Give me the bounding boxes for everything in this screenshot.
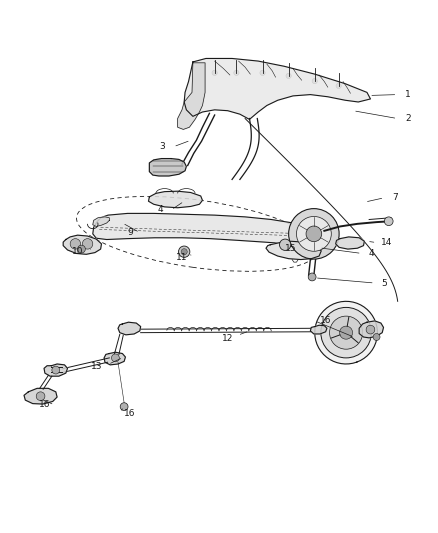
Polygon shape	[93, 217, 110, 227]
Circle shape	[366, 325, 375, 334]
Text: 4: 4	[368, 249, 374, 258]
Text: 13: 13	[92, 362, 103, 371]
Polygon shape	[63, 235, 102, 254]
Text: 10: 10	[72, 247, 83, 256]
Text: 1: 1	[406, 90, 411, 99]
Circle shape	[234, 70, 239, 76]
Circle shape	[286, 73, 291, 78]
Polygon shape	[104, 352, 125, 365]
Circle shape	[385, 217, 393, 225]
Polygon shape	[336, 237, 364, 249]
Polygon shape	[118, 322, 141, 335]
Polygon shape	[311, 325, 327, 334]
Polygon shape	[359, 321, 384, 338]
Polygon shape	[184, 59, 371, 119]
Circle shape	[279, 239, 291, 251]
Text: 5: 5	[381, 279, 387, 287]
Polygon shape	[44, 364, 67, 376]
Text: 2: 2	[406, 114, 411, 123]
Circle shape	[260, 70, 265, 76]
Text: 12: 12	[222, 334, 233, 343]
Circle shape	[373, 334, 380, 341]
Polygon shape	[24, 389, 57, 404]
Circle shape	[70, 239, 81, 249]
Circle shape	[179, 246, 190, 257]
Circle shape	[306, 226, 322, 241]
Circle shape	[289, 208, 339, 259]
Circle shape	[212, 70, 217, 76]
Text: 16: 16	[39, 400, 51, 409]
Text: 11: 11	[176, 253, 188, 262]
Polygon shape	[266, 241, 321, 260]
Text: 16: 16	[320, 317, 332, 326]
Circle shape	[181, 249, 187, 255]
Circle shape	[297, 216, 331, 251]
Text: 9: 9	[127, 228, 133, 237]
Polygon shape	[148, 191, 202, 208]
Text: 15: 15	[285, 244, 297, 253]
Text: 16: 16	[124, 409, 135, 418]
Circle shape	[308, 273, 316, 281]
Text: 3: 3	[159, 142, 165, 151]
Circle shape	[329, 316, 363, 349]
Circle shape	[78, 245, 85, 253]
Text: 7: 7	[392, 193, 398, 202]
Text: 14: 14	[381, 238, 392, 247]
Circle shape	[112, 354, 119, 362]
Circle shape	[52, 366, 60, 374]
Circle shape	[321, 308, 371, 358]
Circle shape	[36, 392, 45, 400]
Circle shape	[312, 78, 318, 84]
Polygon shape	[178, 63, 205, 130]
Polygon shape	[149, 158, 186, 176]
Polygon shape	[315, 301, 378, 364]
Text: 4: 4	[157, 205, 163, 214]
Circle shape	[120, 403, 128, 410]
Circle shape	[339, 326, 353, 339]
Polygon shape	[93, 213, 319, 244]
Circle shape	[336, 83, 341, 88]
Circle shape	[82, 239, 93, 249]
